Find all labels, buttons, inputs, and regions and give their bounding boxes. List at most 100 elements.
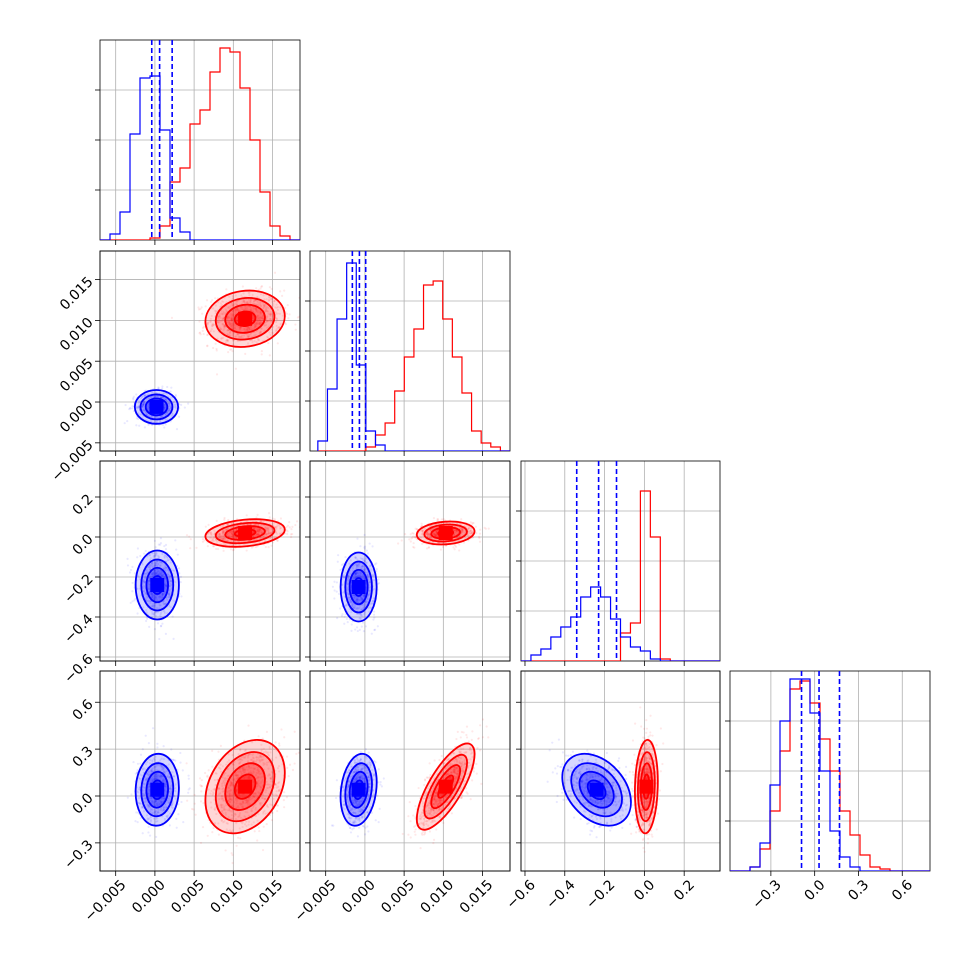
sample-point xyxy=(173,400,176,403)
sample-point xyxy=(265,534,268,537)
sample-point xyxy=(164,587,167,590)
sample-point xyxy=(433,532,436,535)
sample-point xyxy=(174,393,177,397)
sample-point xyxy=(267,528,270,531)
sample-point xyxy=(241,308,244,311)
sample-point xyxy=(148,587,151,591)
sample-point xyxy=(149,396,153,399)
sample-point xyxy=(257,530,260,533)
sample-point xyxy=(372,613,376,616)
sample-point xyxy=(355,565,359,568)
sample-point xyxy=(154,552,157,555)
sample-point xyxy=(209,532,212,535)
y-tick-label: 0.0 xyxy=(70,531,97,558)
sample-point xyxy=(421,529,424,532)
sample-point xyxy=(142,580,145,584)
sample-point xyxy=(163,602,166,606)
sample-point xyxy=(466,534,469,537)
sample-point xyxy=(234,309,237,312)
sample-point xyxy=(461,528,464,532)
sample-point xyxy=(356,629,359,633)
sample-point xyxy=(150,592,154,595)
sample-point xyxy=(230,318,233,321)
gridlines xyxy=(100,40,300,240)
sample-point xyxy=(263,526,267,529)
sample-point xyxy=(248,327,251,331)
sample-point xyxy=(435,531,438,534)
sample-point xyxy=(219,320,222,323)
sample-point xyxy=(160,575,163,578)
sample-point xyxy=(259,319,262,322)
sample-point xyxy=(145,568,148,572)
sample-point xyxy=(238,335,241,338)
sample-point xyxy=(236,537,239,540)
sample-point xyxy=(153,572,156,576)
sample-point xyxy=(157,573,160,576)
sample-point xyxy=(434,534,437,537)
sample-point xyxy=(219,537,222,540)
sample-point xyxy=(255,322,259,325)
sample-point xyxy=(433,534,436,537)
sample-point xyxy=(363,533,366,537)
sample-point xyxy=(170,579,173,583)
sample-point xyxy=(268,286,271,289)
sample-point xyxy=(164,584,168,588)
sample-point xyxy=(256,529,259,532)
sample-point xyxy=(467,534,470,537)
sample-point xyxy=(151,595,154,598)
sample-point xyxy=(135,424,138,427)
sample-point xyxy=(153,628,157,631)
axes-frame xyxy=(99,250,301,452)
sample-point xyxy=(261,314,265,317)
sample-point xyxy=(259,330,262,333)
sample-point xyxy=(231,303,234,306)
sample-point xyxy=(228,323,231,326)
contour-line xyxy=(139,393,174,421)
sample-point xyxy=(230,304,233,307)
sample-point xyxy=(165,583,168,587)
sample-point xyxy=(239,327,242,330)
sample-point xyxy=(217,315,220,319)
sample-point xyxy=(222,542,226,545)
contour-line xyxy=(214,297,276,341)
sample-point xyxy=(434,534,438,537)
sample-point xyxy=(265,298,268,301)
sample-point xyxy=(151,564,154,567)
sample-point xyxy=(174,405,178,408)
sample-point xyxy=(201,537,205,541)
sample-point xyxy=(375,567,378,571)
sample-point xyxy=(222,328,225,332)
sample-point xyxy=(156,395,159,398)
sample-point xyxy=(210,532,213,535)
sample-point xyxy=(141,404,145,407)
sample-point xyxy=(237,308,240,311)
sample-point xyxy=(216,337,219,340)
sample-point xyxy=(455,529,458,533)
sample-point xyxy=(206,545,209,548)
sample-point xyxy=(158,555,161,558)
contour-line xyxy=(233,310,257,328)
sample-point xyxy=(256,529,259,532)
sample-point xyxy=(259,303,262,306)
sample-point xyxy=(158,572,161,575)
sample-point xyxy=(259,331,262,334)
sample-point xyxy=(260,353,263,356)
sample-point xyxy=(138,413,141,416)
sample-point xyxy=(146,617,149,620)
sample-point xyxy=(254,523,258,526)
sample-point xyxy=(143,581,147,584)
sample-point xyxy=(269,313,272,316)
sample-point xyxy=(228,533,231,537)
sample-point xyxy=(143,590,146,593)
sample-point xyxy=(255,314,258,317)
sample-point xyxy=(152,595,155,598)
sample-point xyxy=(227,329,230,332)
sample-point xyxy=(350,602,354,605)
sample-point xyxy=(158,637,161,641)
sample-point xyxy=(134,597,137,600)
sample-point xyxy=(432,532,435,535)
sample-point xyxy=(152,554,156,558)
sample-point xyxy=(469,529,473,532)
sample-point xyxy=(221,524,224,528)
sample-point xyxy=(211,537,215,540)
